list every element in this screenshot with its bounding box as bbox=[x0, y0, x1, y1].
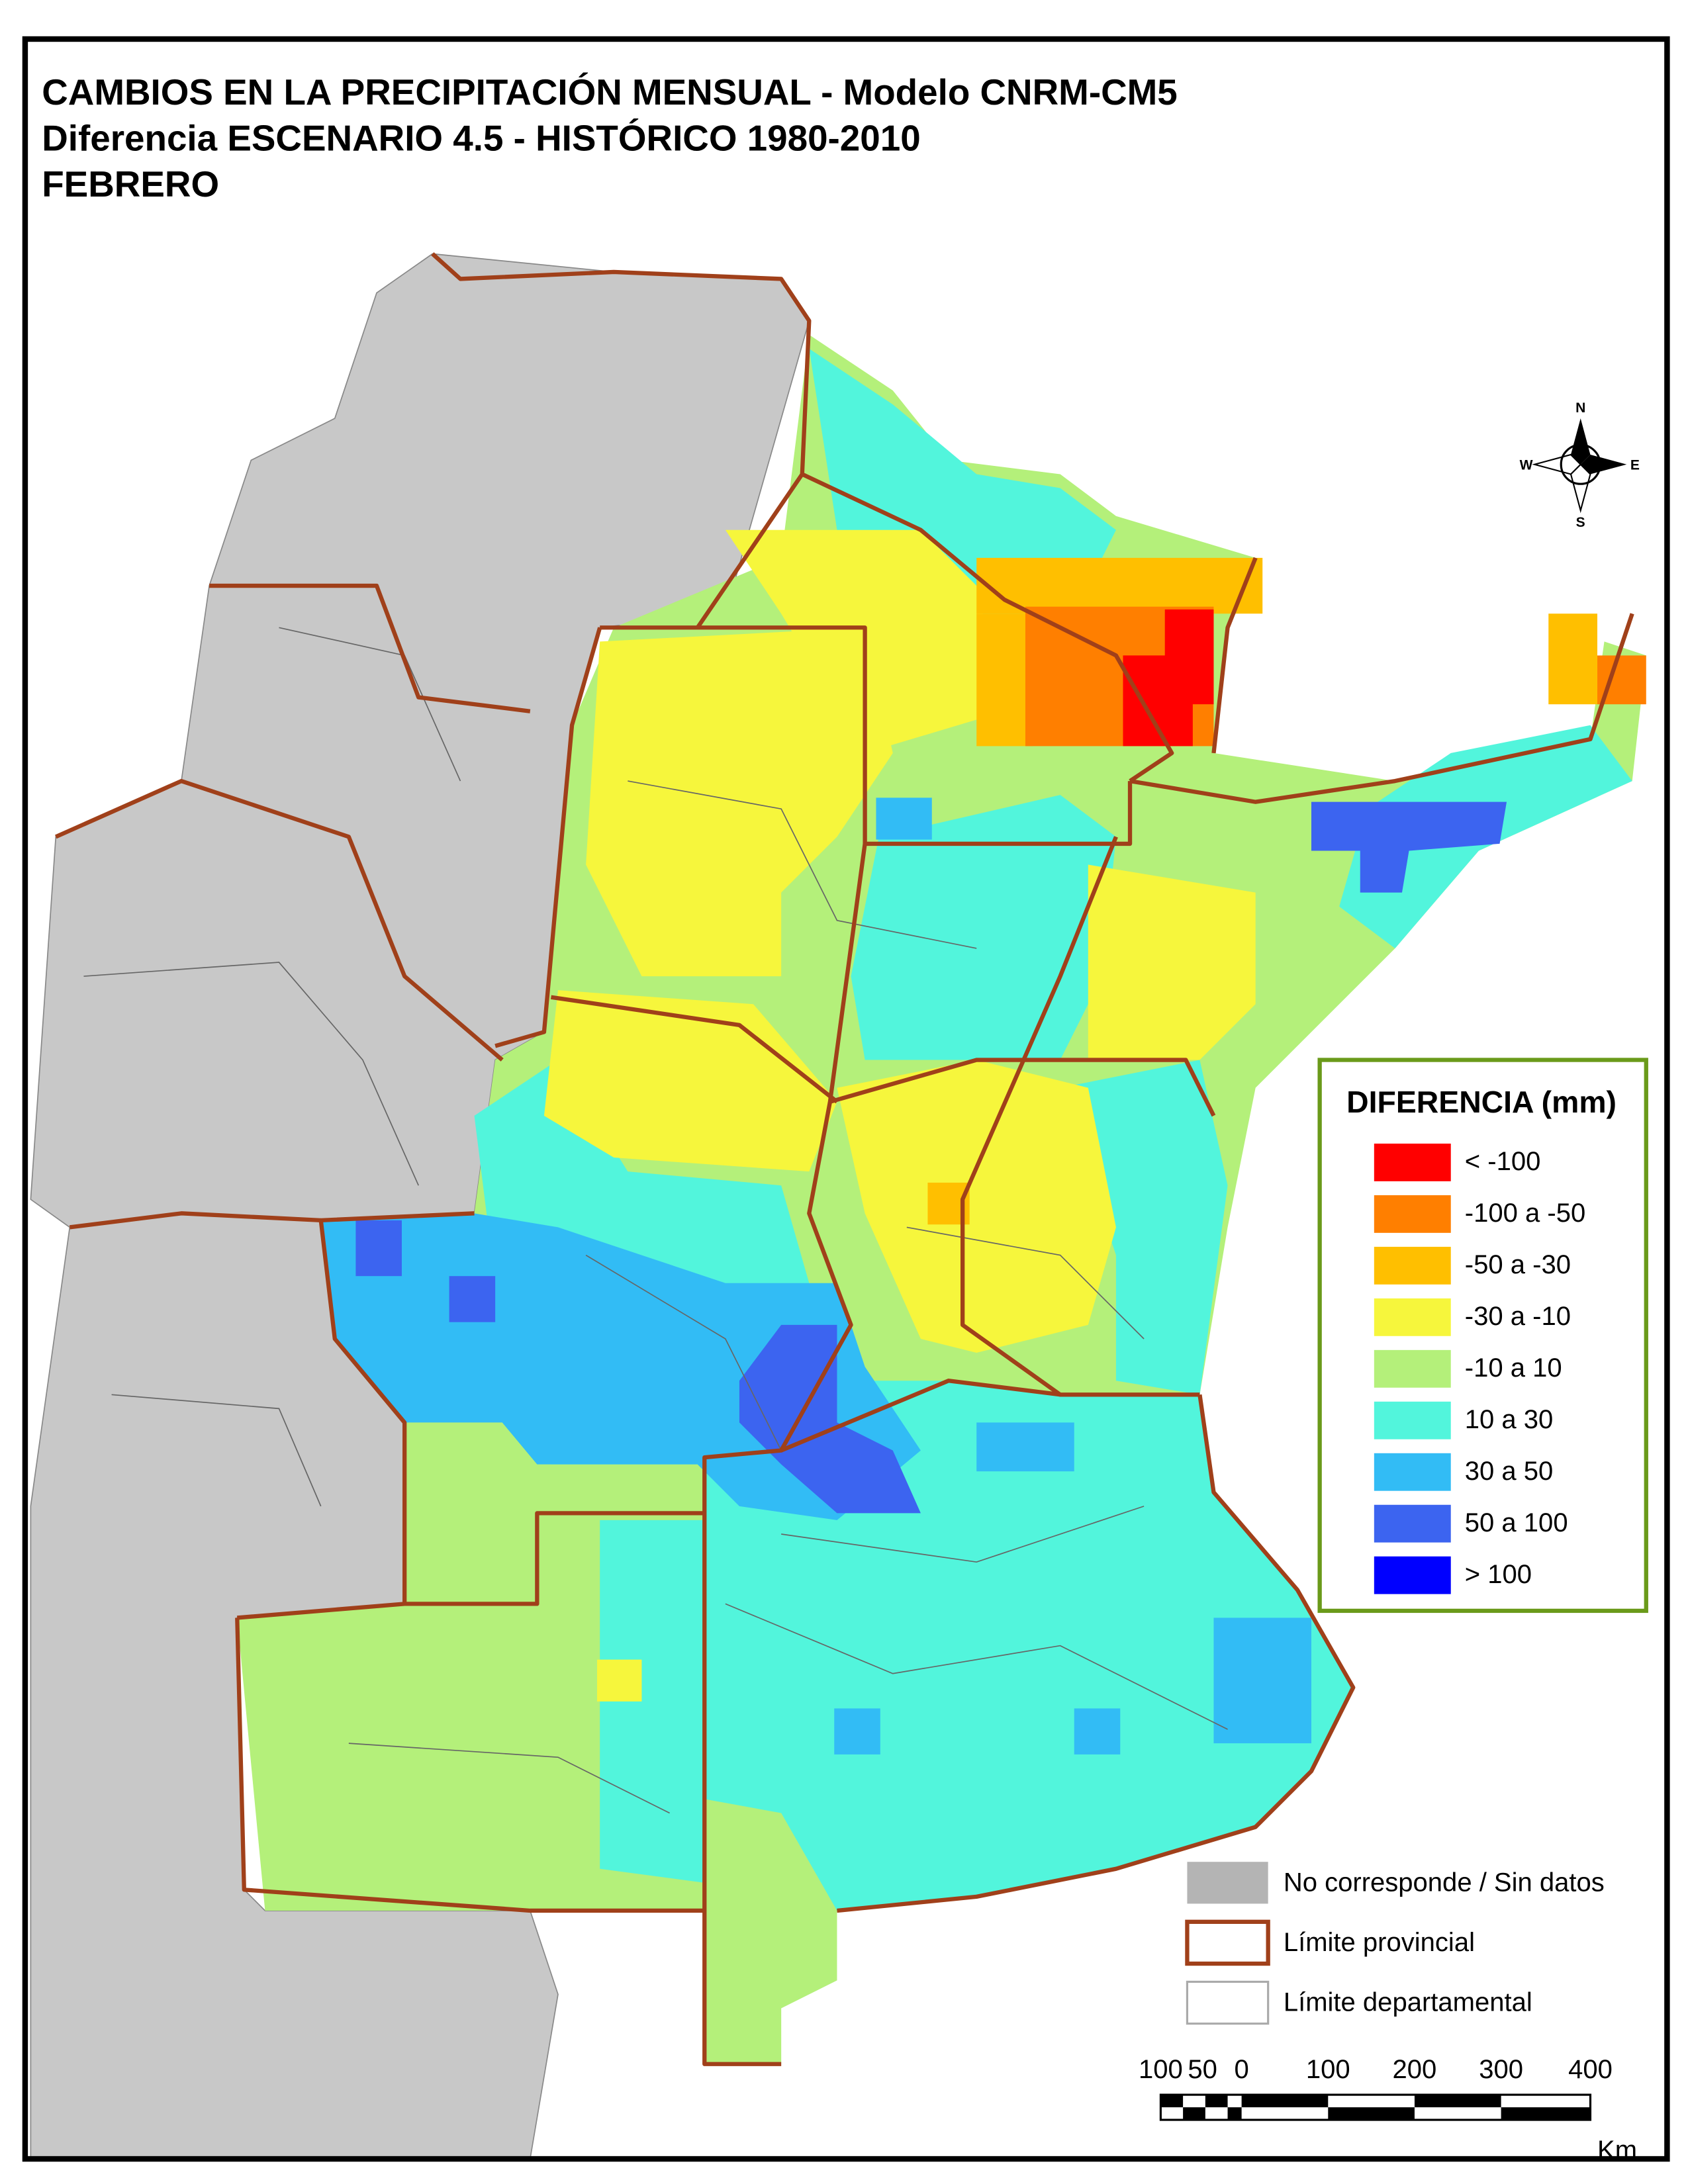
legend-swatch bbox=[1374, 1401, 1451, 1439]
region bbox=[596, 1659, 642, 1702]
legend-title: DIFERENCIA (mm) bbox=[1346, 1085, 1617, 1119]
legend-label: 30 a 50 bbox=[1465, 1457, 1554, 1486]
region bbox=[1213, 1617, 1311, 1744]
scale-label: 300 bbox=[1479, 2055, 1523, 2084]
legend-swatch bbox=[1374, 1246, 1451, 1285]
legend-label: -50 a -30 bbox=[1465, 1250, 1571, 1279]
legend-label: -10 a 10 bbox=[1465, 1353, 1562, 1383]
legend-swatch bbox=[1186, 1980, 1270, 2025]
legend-label: 10 a 30 bbox=[1465, 1405, 1554, 1434]
legend-label: Límite departamental bbox=[1284, 1988, 1532, 2017]
region bbox=[851, 795, 1116, 1060]
region bbox=[1074, 1708, 1121, 1754]
compass-label: W bbox=[1520, 457, 1533, 473]
map-body bbox=[30, 252, 1646, 2160]
region bbox=[976, 614, 1033, 747]
title-line: FEBRERO bbox=[42, 163, 219, 205]
scale-label: 100 bbox=[1306, 2055, 1350, 2084]
legend-swatch bbox=[1374, 1349, 1451, 1388]
legend-label: Límite provincial bbox=[1284, 1928, 1475, 1957]
legend-label: < -100 bbox=[1465, 1147, 1541, 1176]
region bbox=[543, 990, 837, 1172]
region bbox=[1123, 609, 1214, 747]
compass: N S E W bbox=[1520, 400, 1640, 530]
scale-label: 200 bbox=[1393, 2055, 1437, 2084]
legend-label: 50 a 100 bbox=[1465, 1508, 1568, 1537]
region bbox=[976, 1422, 1074, 1472]
legend-swatch bbox=[1374, 1453, 1451, 1491]
legend-items: < -100 -100 a -50 -50 a -30 -30 a -10 -10 a … bbox=[1374, 1143, 1585, 1594]
title-line: Diferencia ESCENARIO 4.5 - HISTÓRICO 198… bbox=[42, 117, 920, 158]
region bbox=[1548, 614, 1598, 705]
extra-legend: No corresponde / Sin datos Límite provinc… bbox=[1185, 1862, 1605, 2025]
region bbox=[355, 1220, 402, 1277]
region bbox=[449, 1276, 496, 1322]
scale-label: 100 bbox=[1139, 2055, 1183, 2084]
scale-label: 400 bbox=[1568, 2055, 1613, 2084]
region bbox=[976, 557, 1263, 614]
legend-label: -100 a -50 bbox=[1465, 1199, 1585, 1228]
region bbox=[1088, 864, 1256, 1060]
region bbox=[1060, 1060, 1228, 1395]
region bbox=[876, 797, 932, 840]
region bbox=[834, 1708, 880, 1754]
scale-label: 0 bbox=[1234, 2055, 1248, 2084]
compass-label: N bbox=[1575, 400, 1585, 416]
scale-unit: Km bbox=[1597, 2136, 1637, 2165]
compass-label: S bbox=[1576, 515, 1585, 530]
legend-label: No corresponde / Sin datos bbox=[1284, 1868, 1605, 1897]
legend-swatch bbox=[1374, 1504, 1451, 1543]
region bbox=[586, 627, 893, 977]
legend-swatch bbox=[1374, 1298, 1451, 1336]
compass-label: E bbox=[1630, 457, 1640, 473]
legend-swatch bbox=[1187, 1862, 1268, 1904]
scale-label: 50 bbox=[1188, 2055, 1217, 2084]
legend-swatch bbox=[1374, 1556, 1451, 1594]
legend-swatch bbox=[1185, 1919, 1270, 1966]
frame bbox=[22, 36, 1670, 2162]
region bbox=[739, 1324, 921, 1514]
region bbox=[600, 1520, 705, 1883]
region bbox=[837, 1060, 1116, 1353]
legend-label: -30 a -10 bbox=[1465, 1302, 1571, 1331]
provincial-boundaries bbox=[55, 252, 1634, 2066]
legend-label: > 100 bbox=[1465, 1560, 1532, 1589]
legend-swatch bbox=[1374, 1195, 1451, 1233]
legend-swatch bbox=[1374, 1143, 1451, 1181]
title-line: CAMBIOS EN LA PRECIPITACIÓN MENSUAL - Mo… bbox=[42, 71, 1178, 113]
